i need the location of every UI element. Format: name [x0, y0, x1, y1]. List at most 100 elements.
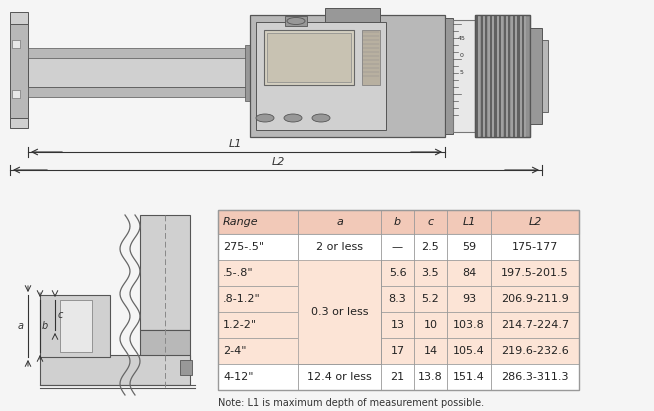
Text: c: c — [58, 310, 63, 320]
Text: 12.4 or less: 12.4 or less — [307, 372, 372, 382]
Bar — [218, 210, 579, 234]
Bar — [496, 15, 499, 137]
Bar — [517, 15, 519, 137]
Text: L1: L1 — [462, 217, 475, 227]
Bar — [478, 15, 481, 137]
Text: 5.6: 5.6 — [388, 268, 406, 278]
Ellipse shape — [312, 114, 330, 122]
Bar — [494, 15, 496, 137]
Bar — [520, 15, 522, 137]
Bar — [508, 15, 510, 137]
Bar — [362, 30, 380, 85]
Bar — [140, 330, 190, 370]
Text: 175-177: 175-177 — [512, 242, 558, 252]
Bar — [180, 360, 192, 375]
Text: 8.3: 8.3 — [388, 294, 406, 304]
Bar — [285, 16, 307, 26]
Ellipse shape — [287, 18, 305, 25]
Ellipse shape — [284, 114, 302, 122]
Ellipse shape — [256, 114, 274, 122]
Text: a: a — [336, 217, 343, 227]
Bar — [325, 8, 380, 22]
Bar — [28, 87, 248, 97]
Bar — [475, 15, 530, 137]
Text: 275-.5": 275-.5" — [223, 242, 264, 252]
Bar — [475, 15, 530, 137]
Bar — [60, 300, 92, 352]
Text: 84: 84 — [462, 268, 476, 278]
Bar — [542, 40, 548, 112]
Bar — [445, 18, 453, 134]
Bar — [525, 15, 526, 137]
Bar — [483, 15, 485, 137]
Text: a: a — [18, 321, 24, 331]
Bar — [492, 15, 494, 137]
Text: 3.5: 3.5 — [422, 268, 439, 278]
Bar — [12, 90, 20, 98]
Bar — [218, 210, 579, 390]
Bar — [530, 28, 542, 124]
Text: 17: 17 — [390, 346, 405, 356]
Text: 219.6-232.6: 219.6-232.6 — [501, 346, 569, 356]
Bar — [515, 15, 517, 137]
Text: .5-.8": .5-.8" — [223, 268, 254, 278]
Bar — [499, 15, 501, 137]
Text: 1.2-2": 1.2-2" — [223, 320, 257, 330]
Bar — [485, 15, 487, 137]
Bar — [502, 15, 504, 137]
Bar — [481, 15, 483, 137]
Text: 2.5: 2.5 — [422, 242, 439, 252]
Text: 13.8: 13.8 — [418, 372, 443, 382]
Text: 5: 5 — [460, 69, 464, 74]
Text: 2 or less: 2 or less — [316, 242, 363, 252]
Bar — [490, 15, 492, 137]
Bar — [218, 364, 579, 390]
Text: Range: Range — [223, 217, 258, 227]
Text: 93: 93 — [462, 294, 476, 304]
Bar — [218, 234, 579, 260]
Text: c: c — [428, 217, 434, 227]
Text: 105.4: 105.4 — [453, 346, 485, 356]
Text: 10: 10 — [424, 320, 438, 330]
Bar — [487, 15, 490, 137]
Text: 206.9-211.9: 206.9-211.9 — [501, 294, 569, 304]
Text: .8-1.2": .8-1.2" — [223, 294, 261, 304]
Bar — [218, 260, 579, 286]
Bar — [140, 215, 190, 330]
Text: 2-4": 2-4" — [223, 346, 247, 356]
Text: 0.3 or less: 0.3 or less — [311, 307, 368, 317]
Text: 59: 59 — [462, 242, 476, 252]
Bar — [298, 260, 381, 364]
Text: 214.7-224.7: 214.7-224.7 — [501, 320, 569, 330]
Bar — [10, 12, 28, 24]
Bar — [264, 30, 354, 85]
Text: 5.2: 5.2 — [422, 294, 439, 304]
Bar — [506, 15, 508, 137]
Bar — [476, 15, 478, 137]
Bar — [504, 15, 506, 137]
Bar — [12, 40, 20, 48]
Bar — [40, 355, 190, 385]
Text: L1: L1 — [228, 139, 242, 149]
Bar — [40, 295, 110, 357]
Text: 103.8: 103.8 — [453, 320, 485, 330]
Bar — [28, 48, 248, 58]
Text: Note: L1 is maximum depth of measurement possible.: Note: L1 is maximum depth of measurement… — [218, 398, 484, 408]
Bar — [267, 33, 351, 82]
Text: 45: 45 — [458, 35, 466, 41]
Text: L2: L2 — [271, 157, 284, 167]
Bar — [218, 312, 579, 338]
Bar — [10, 118, 28, 128]
Text: L2: L2 — [528, 217, 542, 227]
Text: 21: 21 — [390, 372, 405, 382]
Bar — [28, 55, 248, 87]
Text: b: b — [42, 321, 48, 331]
Bar — [256, 22, 386, 130]
Text: 14: 14 — [423, 346, 438, 356]
Bar — [245, 45, 250, 101]
Bar — [513, 15, 515, 137]
Text: 151.4: 151.4 — [453, 372, 485, 382]
Bar — [453, 20, 475, 132]
Bar — [522, 15, 524, 137]
Bar — [250, 15, 445, 137]
